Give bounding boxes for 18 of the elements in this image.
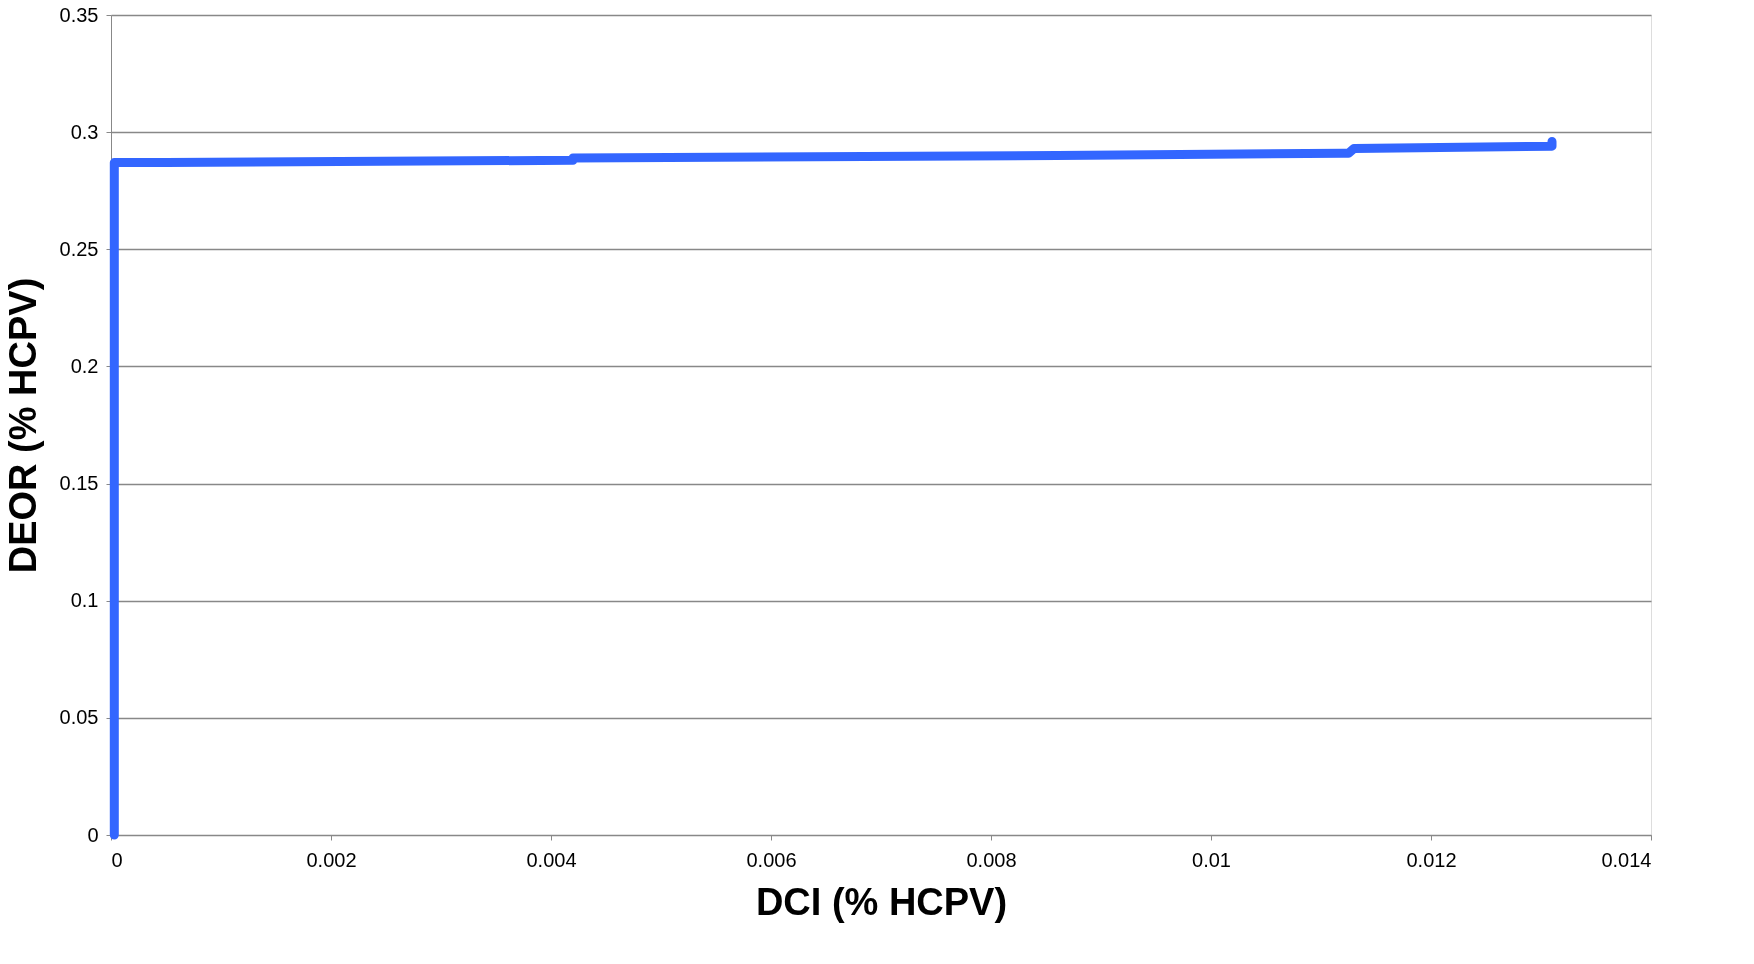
y-axis-title: DEOR (% HCPV) [1,277,44,574]
y-tick-label: 0.2 [70,354,99,377]
y-tick-label: 0.1 [70,589,99,612]
x-tick-label: 0.002 [306,848,357,871]
y-tick-label: 0.3 [70,120,99,143]
x-tick-label: 0.006 [746,848,797,871]
x-axis-title: DCI (% HCPV) [755,880,1008,923]
x-tick-label: 0.012 [1406,848,1457,871]
x-tick-label: 0 [111,848,123,871]
x-tick-label: 0.004 [526,848,577,871]
y-tick-label: 0.15 [59,472,99,495]
x-tick-label: 0.008 [966,848,1017,871]
x-tick-label: 0.01 [1192,848,1231,871]
y-tick-label: 0.35 [59,3,99,26]
y-tick-label: 0.05 [59,706,99,729]
y-tick-label: 0.25 [59,237,99,260]
y-tick-label: 0 [87,823,99,846]
x-tick-label: 0.014 [1601,848,1652,871]
